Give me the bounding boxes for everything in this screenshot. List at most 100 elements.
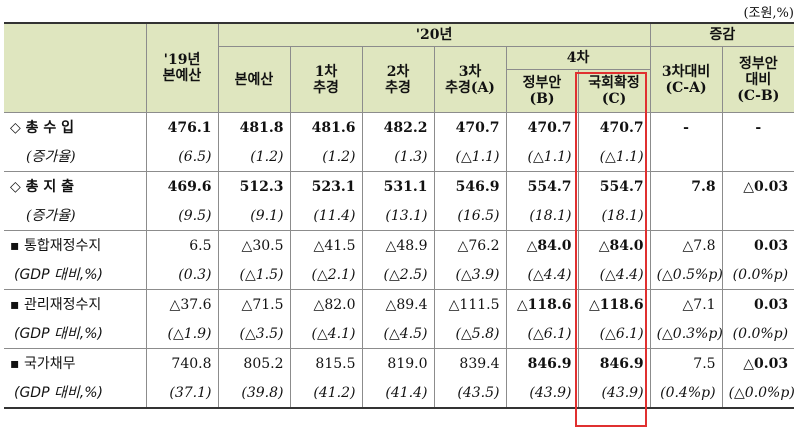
table-cell <box>649 201 723 231</box>
table-cell: (9.1) <box>217 201 290 231</box>
table-cell: △48.9 <box>361 230 434 260</box>
table-cell: (△2.1) <box>289 260 362 290</box>
row-label: ◇ 총 지 출 <box>10 178 75 195</box>
table-cell: (43.9) <box>577 378 651 409</box>
table-cell: (△1.1) <box>505 142 578 172</box>
table-cell: (6.5) <box>145 142 218 172</box>
table-cell: (△0.0%p) <box>721 378 795 409</box>
table-row: ▪ 관리재정수지 △37.6 △71.5 △82.0 △89.4 △111.5 △118.6… <box>4 289 795 319</box>
table-cell: △118.6 <box>505 289 578 319</box>
header-supp3: 3차 추경(A) <box>433 46 506 113</box>
table-cell: △84.0 <box>577 230 651 260</box>
fiscal-table: '19년 본예산 '20년 증감 본예산 1차 추경 2차 추경 3차 추경(A… <box>4 22 795 409</box>
table-cell: (9.5) <box>145 201 218 231</box>
table-cell: △76.2 <box>433 230 506 260</box>
table-cell: 554.7 <box>505 171 578 201</box>
table-cell: △0.03 <box>721 348 795 378</box>
table-cell <box>649 142 723 172</box>
table-cell: (△1.5) <box>217 260 290 290</box>
header-2020: '20년 <box>217 23 651 47</box>
header-supp1: 1차 추경 <box>289 46 362 113</box>
table-cell: - <box>649 112 723 142</box>
table-cell: △84.0 <box>505 230 578 260</box>
table-cell: 470.7 <box>433 112 506 142</box>
table-row: (GDP 대비,%) (37.1) (39.8) (41.2) (41.4) (43.5)… <box>4 378 795 409</box>
table-cell: 481.8 <box>217 112 290 142</box>
table-cell: 7.8 <box>649 171 723 201</box>
table-cell: (1.2) <box>217 142 290 172</box>
table-cell: 846.9 <box>505 348 578 378</box>
table-cell: △89.4 <box>361 289 434 319</box>
table-cell: (△4.1) <box>289 319 362 349</box>
table-cell: 476.1 <box>145 112 218 142</box>
table-cell: 531.1 <box>361 171 434 201</box>
table-cell: (41.4) <box>361 378 434 409</box>
row-label: (GDP 대비,%) <box>4 378 146 409</box>
table-cell: (△4.5) <box>361 319 434 349</box>
table-cell: 0.03 <box>721 230 795 260</box>
table-cell: (0.0%p) <box>721 260 795 290</box>
row-label: ▪ 통합재정수지 <box>10 237 102 254</box>
table-cell: (1.3) <box>361 142 434 172</box>
header-change: 증감 <box>649 23 795 47</box>
table-cell: (18.1) <box>577 201 651 231</box>
table-cell: (△4.4) <box>505 260 578 290</box>
row-label: (증가율) <box>4 142 146 172</box>
table-cell: (△2.5) <box>361 260 434 290</box>
table-cell: (△6.1) <box>505 319 578 349</box>
table-cell: 469.6 <box>145 171 218 201</box>
table-cell: (△0.5%p) <box>649 260 723 290</box>
table-cell: 523.1 <box>289 171 362 201</box>
table-cell: (43.9) <box>505 378 578 409</box>
table-row: (GDP 대비,%) (0.3) (△1.5) (△2.1) (△2.5) (△3.9)(… <box>4 260 795 290</box>
table-cell: (41.2) <box>289 378 362 409</box>
header-vsgov: 정부안 대비 (C-B) <box>721 46 795 113</box>
header-supp2: 2차 추경 <box>361 46 434 113</box>
table-cell: (△0.3%p) <box>649 319 723 349</box>
row-label: (증가율) <box>4 201 146 231</box>
header-confirmed: 국회확정 (C) <box>577 69 651 113</box>
table-cell: 7.5 <box>649 348 723 378</box>
table-row: (증가율) (6.5) (1.2) (1.2) (1.3) (△1.1) (△1.1) (△1… <box>4 142 795 172</box>
table-cell: 740.8 <box>145 348 218 378</box>
table-cell: 846.9 <box>577 348 651 378</box>
table-cell: △111.5 <box>433 289 506 319</box>
table-cell: △71.5 <box>217 289 290 319</box>
table-cell: (0.4%p) <box>649 378 723 409</box>
header-blank <box>4 23 146 113</box>
table-cell: (0.0%p) <box>721 319 795 349</box>
table-cell: △7.1 <box>649 289 723 319</box>
table-row: ◇ 총 수 입 476.1 481.8 481.6 482.2 470.7 470.7 470… <box>4 112 795 142</box>
table-cell: (37.1) <box>145 378 218 409</box>
table-cell: 470.7 <box>505 112 578 142</box>
table-cell: (18.1) <box>505 201 578 231</box>
table-cell: △118.6 <box>577 289 651 319</box>
table-cell: 470.7 <box>577 112 651 142</box>
table-cell: 815.5 <box>289 348 362 378</box>
table-cell: 512.3 <box>217 171 290 201</box>
table-cell: 554.7 <box>577 171 651 201</box>
table-cell: (43.5) <box>433 378 506 409</box>
table-cell: 546.9 <box>433 171 506 201</box>
table-cell: △0.03 <box>721 171 795 201</box>
table-cell <box>721 142 795 172</box>
row-label: ◇ 총 수 입 <box>10 119 75 136</box>
table-cell: 482.2 <box>361 112 434 142</box>
table-cell: (△3.5) <box>217 319 290 349</box>
table-cell: 805.2 <box>217 348 290 378</box>
header-main-budget: 본예산 <box>217 46 290 113</box>
table-cell: △41.5 <box>289 230 362 260</box>
header-2019-budget: '19년 본예산 <box>145 23 218 113</box>
table-cell: 481.6 <box>289 112 362 142</box>
row-label: ▪ 국가채무 <box>10 355 76 372</box>
unit-label: (조원,%) <box>743 6 794 21</box>
row-label: ▪ 관리재정수지 <box>10 296 102 313</box>
table-cell: △37.6 <box>145 289 218 319</box>
table-cell: △30.5 <box>217 230 290 260</box>
table-body: ◇ 총 수 입 476.1 481.8 481.6 482.2 470.7 470.7 470… <box>4 112 795 409</box>
row-label: (GDP 대비,%) <box>4 260 146 290</box>
table-cell: (11.4) <box>289 201 362 231</box>
header-fourth: 4차 <box>505 46 651 70</box>
header-vs3: 3차대비 (C-A) <box>649 46 723 113</box>
table-cell: (△5.8) <box>433 319 506 349</box>
